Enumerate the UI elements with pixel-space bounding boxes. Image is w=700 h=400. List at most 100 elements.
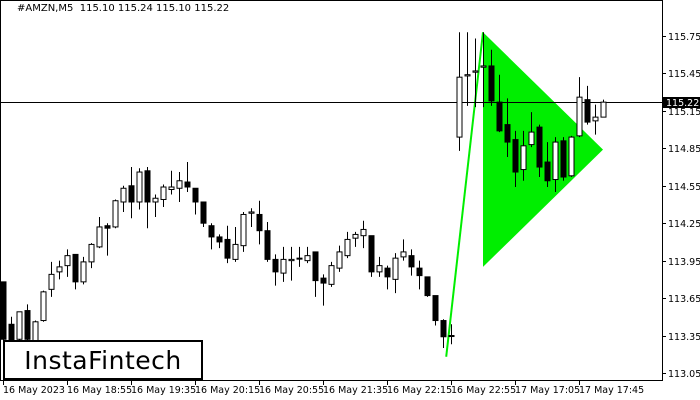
candle [408, 249, 415, 276]
bear-candle-body [408, 255, 415, 268]
bull-candle-body [344, 238, 351, 257]
bear-candle-body [320, 277, 327, 284]
x-axis-tick-label: 16 May 21:35 [323, 385, 388, 396]
candle [240, 211, 247, 252]
bull-candle-body [176, 180, 183, 189]
bear-candle-body [264, 230, 271, 260]
candle [288, 246, 295, 281]
bull-candle-body [520, 145, 527, 171]
bear-candle-body [72, 253, 79, 283]
bear-candle-body [192, 187, 199, 203]
bull-candle-body [376, 265, 383, 273]
bear-candle-body [384, 267, 391, 278]
bear-candle-body [536, 126, 543, 168]
candle [168, 170, 175, 195]
bull-candle-body [168, 186, 175, 191]
candle [528, 112, 535, 148]
bull-candle-body [248, 211, 255, 214]
bull-candle-body [280, 258, 287, 274]
bear-candle-body [24, 310, 31, 340]
candle [88, 243, 95, 269]
y-axis-tick-label: 115.15 [668, 107, 700, 118]
candle [584, 85, 591, 125]
bear-candle-body [424, 276, 431, 297]
candle [120, 185, 127, 212]
instafintech-logo: InstaFintech [3, 340, 203, 380]
candle [256, 200, 263, 245]
candle [296, 246, 303, 267]
bear-candle-body [560, 140, 567, 178]
candle [536, 124, 543, 178]
bull-candle-body [232, 243, 239, 260]
candle [568, 135, 575, 178]
current-price-tag [663, 97, 700, 108]
bull-candle-body [592, 116, 599, 122]
bear-candle-body [440, 320, 447, 338]
candle [152, 194, 159, 217]
y-axis-tick-label: 113.95 [668, 257, 700, 268]
candle [112, 199, 119, 229]
candle [72, 253, 79, 290]
bear-candle-body [0, 281, 7, 340]
bear-candle-body [272, 258, 279, 273]
candle [104, 223, 111, 256]
bear-candle-body [584, 99, 591, 123]
candle [48, 261, 55, 297]
bull-candle-body [152, 197, 159, 203]
bull-candle-body [40, 291, 47, 322]
ohlc-readout: 115.10 115.24 115.10 115.22 [79, 3, 230, 14]
bull-candle-body [464, 74, 471, 77]
candle [160, 184, 167, 207]
candle [544, 142, 551, 188]
pennant-triangle [483, 32, 603, 267]
candle [472, 38, 479, 108]
candle [144, 167, 151, 229]
bull-candle-body [528, 131, 535, 146]
candle [312, 251, 319, 297]
candle [360, 220, 367, 249]
bear-candle-body [216, 236, 223, 243]
bear-candle-body [504, 124, 511, 143]
bull-candle-body [480, 65, 487, 68]
candle [64, 249, 71, 277]
bull-candle-body [240, 213, 247, 247]
plot-frame [0, 0, 663, 381]
bull-candle-body [16, 311, 23, 340]
bull-candle-body [64, 255, 71, 267]
bull-candle-body [136, 171, 143, 203]
candle [328, 261, 335, 287]
candle [280, 246, 287, 282]
candle [448, 324, 455, 345]
candle [200, 201, 207, 227]
candle [424, 276, 431, 297]
candle [512, 130, 519, 188]
bull-candle-body [352, 233, 359, 239]
candle [264, 221, 271, 262]
candle [384, 265, 391, 290]
candle [392, 253, 399, 294]
x-axis-tick-label: 16 May 20:15 [195, 385, 260, 396]
candle [336, 245, 343, 272]
x-axis-tick-label: 17 May 17:05 [515, 385, 580, 396]
bull-candle-body [288, 258, 295, 262]
bull-candle-body [160, 186, 167, 200]
candle [96, 216, 103, 249]
bull-candle-body [392, 257, 399, 280]
x-axis-tick-label: 17 May 17:45 [579, 385, 644, 396]
candle [432, 295, 439, 326]
bull-candle-body [48, 273, 55, 290]
candle [480, 32, 487, 108]
bull-candle-body [456, 76, 463, 138]
y-axis-tick-label: 115.45 [668, 69, 700, 80]
bull-candle-body [80, 261, 87, 283]
bear-candle-body [512, 139, 519, 173]
bear-candle-body [256, 213, 263, 232]
candle [272, 254, 279, 286]
bear-candle-body [432, 295, 439, 322]
candle [496, 74, 503, 133]
bull-candle-body [336, 251, 343, 269]
candle [464, 32, 471, 106]
bull-candle-body [304, 255, 311, 262]
y-axis-tick-label: 114.55 [668, 182, 700, 193]
current-price-marker: 115.22 [663, 97, 700, 109]
